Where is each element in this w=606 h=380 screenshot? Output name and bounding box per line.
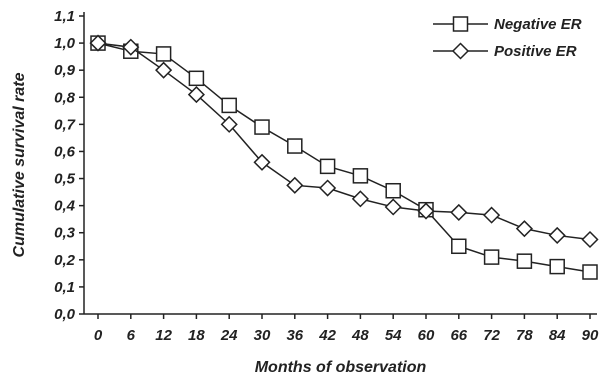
y-tick-label: 0,1 (54, 279, 75, 296)
data-point (286, 176, 304, 194)
data-point (187, 86, 205, 104)
data-point (287, 138, 303, 154)
data-point (515, 220, 533, 238)
series-line (97, 42, 591, 273)
data-point (319, 179, 337, 197)
x-tick-label: 36 (286, 327, 303, 344)
series-square (90, 35, 598, 280)
data-point (516, 253, 533, 269)
y-tick-label: 0,8 (54, 89, 76, 106)
data-point (450, 203, 468, 221)
y-tick-label: 0,7 (54, 116, 76, 133)
legend: Negative ER Positive ER (433, 16, 582, 60)
series-line (97, 42, 591, 241)
data-point (221, 97, 237, 114)
x-tick-label: 48 (351, 327, 369, 344)
data-point (384, 198, 402, 216)
y-tick-label: 1,0 (54, 35, 76, 52)
x-tick-label: 84 (549, 327, 566, 344)
legend-label: Negative ER (494, 16, 582, 33)
data-point (155, 61, 173, 79)
legend-entry: Positive ER (433, 42, 577, 60)
data-point (319, 158, 336, 175)
y-tick-label: 0,2 (54, 252, 76, 269)
y-tick-label: 1,1 (54, 8, 75, 25)
y-tick-label: 0,9 (54, 62, 76, 79)
x-tick-label: 66 (450, 327, 467, 344)
data-point (483, 249, 500, 265)
x-axis-title: Months of observation (255, 359, 427, 376)
x-tick-label: 42 (318, 327, 336, 344)
x-tick-label: 90 (582, 327, 599, 344)
y-axis-title: Cumulative survival rate (11, 72, 28, 257)
data-point (253, 153, 271, 171)
data-point (220, 115, 238, 133)
x-tick-label: 24 (220, 327, 238, 344)
y-tick-label: 0,0 (54, 306, 76, 323)
x-tick-label: 78 (516, 327, 533, 344)
x-tick-label: 0 (94, 327, 103, 344)
data-point (155, 46, 172, 62)
x-tick-label: 54 (385, 327, 402, 344)
data-point (581, 230, 599, 249)
legend-marker (451, 42, 470, 60)
data-point (122, 38, 140, 56)
y-tick-label: 0,6 (54, 143, 76, 160)
data-point (352, 168, 369, 184)
y-tick-label: 0,4 (54, 198, 76, 215)
legend-entry: Negative ER (433, 16, 582, 33)
x-tick-label: 12 (155, 327, 172, 344)
x-tick-label: 6 (127, 327, 136, 344)
data-point (351, 190, 369, 208)
x-tick-label: 18 (188, 327, 205, 344)
y-tick-label: 0,3 (54, 225, 76, 242)
y-tick-label: 0,5 (54, 171, 76, 188)
data-point (582, 264, 598, 280)
legend-label: Positive ER (494, 43, 577, 60)
axes: 0,0 0,1 0,2 0,3 0,4 0,5 0,6 0,7 0,8 0,9 1,0 1,1 0 6 12… (54, 8, 599, 344)
data-point (188, 70, 205, 87)
data-point (89, 34, 107, 52)
x-tick-label: 60 (418, 327, 435, 344)
data-point (385, 182, 401, 199)
data-point (483, 206, 501, 224)
data-point (451, 238, 467, 255)
x-tick-label: 72 (483, 327, 500, 344)
legend-marker (452, 16, 469, 32)
data-point (548, 226, 566, 244)
data-point (417, 202, 435, 220)
series-layer (89, 34, 599, 280)
series-diamond (89, 34, 599, 249)
data-point (549, 258, 565, 275)
data-point (254, 119, 270, 135)
x-tick-label: 30 (254, 327, 271, 344)
